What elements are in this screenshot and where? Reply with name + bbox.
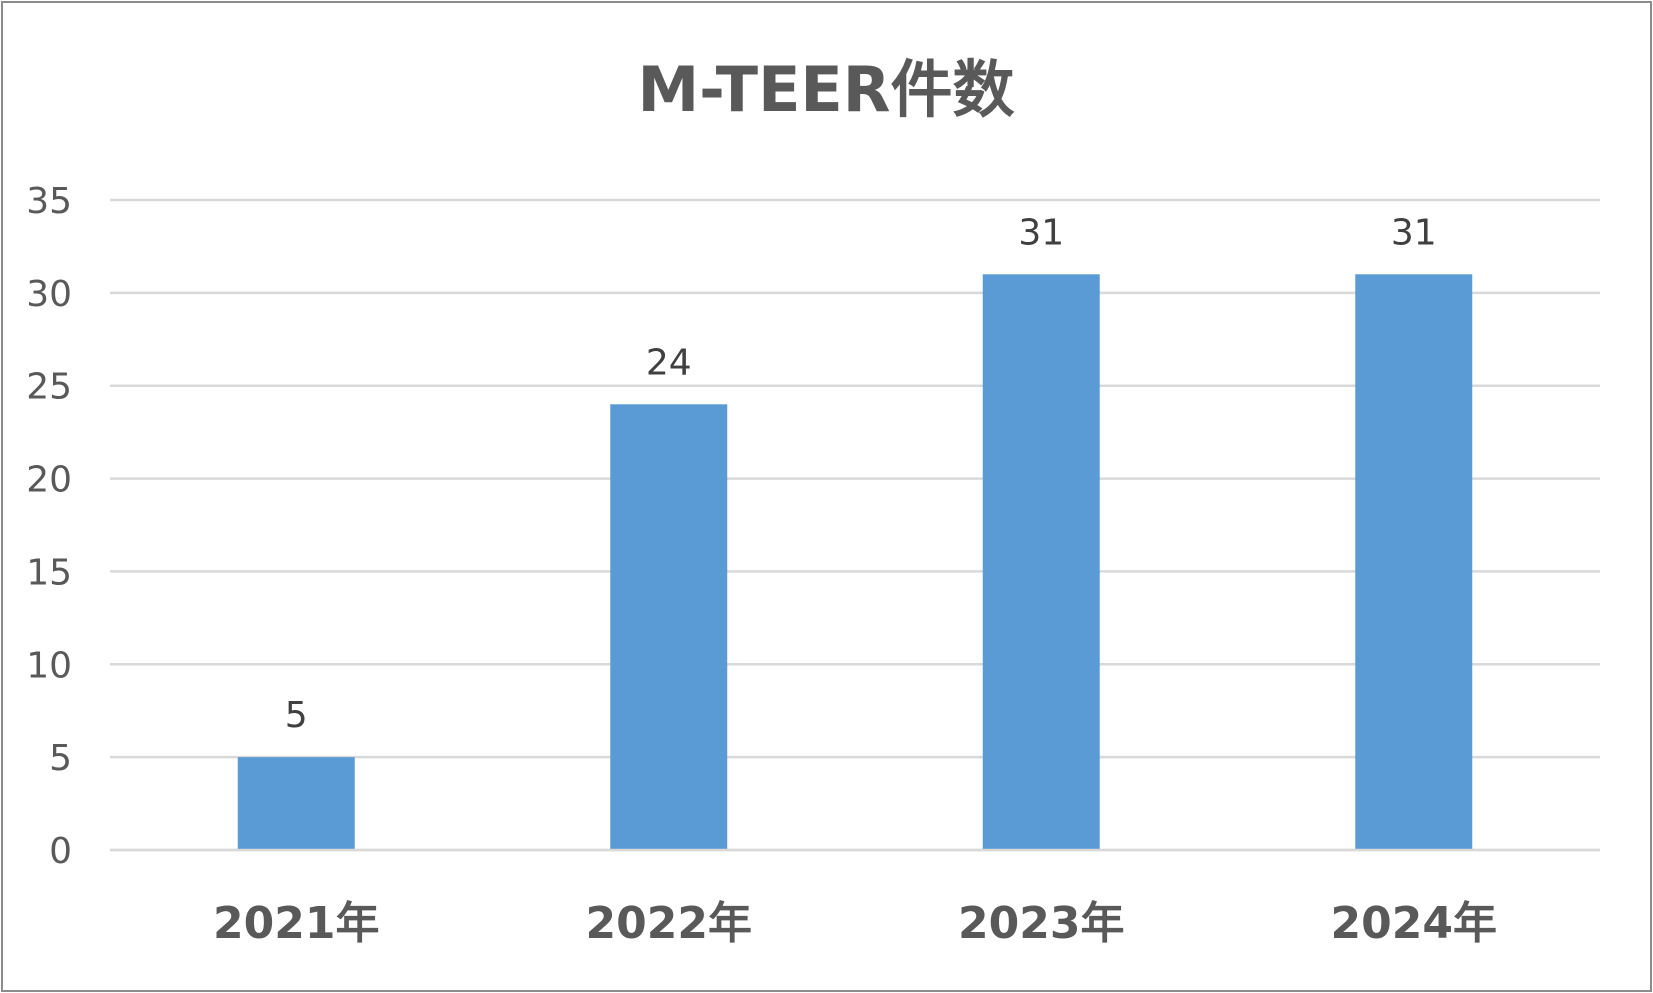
y-tick-label: 30 bbox=[26, 274, 72, 315]
bar bbox=[610, 404, 728, 850]
data-label: 5 bbox=[285, 695, 308, 736]
y-tick-label: 35 bbox=[26, 181, 72, 222]
bars bbox=[237, 274, 1473, 850]
y-tick-label: 15 bbox=[26, 552, 72, 593]
y-tick-label: 5 bbox=[49, 738, 72, 779]
data-label: 31 bbox=[1018, 212, 1064, 253]
bar bbox=[237, 757, 355, 850]
y-axis-tick-labels: 0 5 10 15 20 25 30 35 bbox=[26, 181, 72, 872]
data-label: 31 bbox=[1391, 212, 1437, 253]
x-category-label: 2024年 bbox=[1331, 898, 1497, 949]
y-tick-label: 10 bbox=[26, 645, 72, 686]
x-category-label: 2022年 bbox=[586, 898, 752, 949]
x-category-label: 2023年 bbox=[958, 898, 1124, 949]
x-category-label: 2021年 bbox=[213, 898, 379, 949]
bar bbox=[1355, 274, 1473, 850]
chart-title: M-TEER件数 bbox=[637, 53, 1014, 126]
data-label: 24 bbox=[646, 342, 692, 383]
y-tick-label: 20 bbox=[26, 460, 72, 501]
data-labels: 5 24 31 31 bbox=[285, 212, 1437, 736]
x-axis-category-labels: 2021年 2022年 2023年 2024年 bbox=[110, 848, 1600, 949]
y-tick-label: 25 bbox=[26, 367, 72, 408]
y-tick-label: 0 bbox=[49, 831, 72, 872]
bar bbox=[982, 274, 1100, 850]
